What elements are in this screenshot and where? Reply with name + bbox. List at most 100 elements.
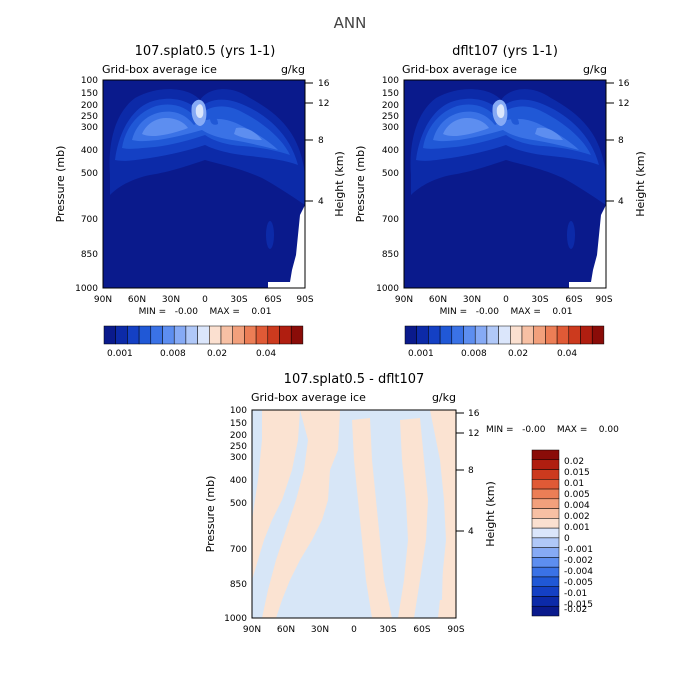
panel-2-y-tick: 300 xyxy=(382,123,399,133)
panel-1-colorbar-label: 0.001 xyxy=(107,349,133,359)
colorbar-swatch xyxy=(591,325,605,345)
colorbar-swatch xyxy=(521,325,534,345)
panel-2-subtitle: Grid-box average ice xyxy=(402,63,517,76)
panel-3-colorbar-label: -0.015 xyxy=(564,600,593,610)
panel-2-ylabel: Pressure (mb) xyxy=(354,146,367,223)
panel-3-ylabel: Pressure (mb) xyxy=(204,476,217,553)
panel-3-y-tick: 700 xyxy=(230,545,247,555)
panel-2-y-tick: 1000 xyxy=(376,284,399,294)
panel-3-right-ticks: 16 12 8 4 xyxy=(468,409,480,537)
panel-2-colorbar-label: 0.02 xyxy=(508,349,528,359)
colorbar-swatch xyxy=(531,449,560,461)
panel-1-y-tick: 400 xyxy=(81,146,98,156)
panel-3-units: g/kg xyxy=(432,391,456,404)
colorbar-swatch xyxy=(197,325,210,345)
panel-2-units: g/kg xyxy=(583,63,607,76)
panel-1-ylabel: Pressure (mb) xyxy=(54,146,67,223)
panel-1-y-tick: 1000 xyxy=(75,284,98,294)
colorbar-swatch xyxy=(404,325,417,345)
colorbar-swatch xyxy=(531,518,560,529)
panel-3-height-tick: 8 xyxy=(468,466,474,476)
panel-3-height-tick: 12 xyxy=(468,429,479,439)
panel-3-colorbar-label: 0.02 xyxy=(564,457,584,467)
panel-2-height-tick: 16 xyxy=(618,79,630,89)
panel-3-y-ticks: 100 150 200 250 300 400 500 700 850 1000 xyxy=(224,406,247,624)
panel-1-contour xyxy=(210,116,218,125)
colorbar-swatch xyxy=(545,325,558,345)
panel-3-contour xyxy=(252,410,300,580)
panel-3-title: 107.splat0.5 - dflt107 xyxy=(284,372,425,387)
colorbar-swatch xyxy=(474,325,488,345)
panel-3-colorbar-label: -0.01 xyxy=(564,589,587,599)
colorbar-swatch xyxy=(533,325,546,345)
colorbar-swatch xyxy=(439,325,453,345)
panel-2-y-tick: 500 xyxy=(382,169,399,179)
panel-1-right-tick-marks xyxy=(305,82,313,202)
panel-2-colorbar-label: 0.001 xyxy=(408,349,434,359)
panel-1-y-ticks: 100 150 200 250 300 400 500 700 850 1000 xyxy=(75,76,98,294)
panel-3-subtitle: Grid-box average ice xyxy=(251,391,366,404)
panel-2-y-tick: 200 xyxy=(382,101,399,111)
colorbar-swatch xyxy=(531,557,560,568)
colorbar-swatch xyxy=(255,325,269,345)
colorbar-swatch xyxy=(138,325,152,345)
panel-3: 107.splat0.5 - dflt107 Grid-box average … xyxy=(204,372,619,635)
panel-1-x-tick: 90S xyxy=(296,295,313,305)
panel-3-y-tick: 150 xyxy=(230,419,247,429)
colorbar-swatch xyxy=(162,325,175,345)
panel-2-x-tick: 0 xyxy=(503,295,509,305)
panel-1-subtitle: Grid-box average ice xyxy=(102,63,217,76)
panel-3-y-tick: 500 xyxy=(230,499,247,509)
colorbar-swatch xyxy=(510,325,523,345)
panel-3-colorbar-label: 0 xyxy=(564,534,570,544)
panel-1-ylabel-right: Height (km) xyxy=(333,151,346,217)
colorbar-swatch xyxy=(451,325,464,345)
colorbar-swatch xyxy=(279,325,292,345)
panel-3-contour xyxy=(398,418,428,618)
panel-2-title: dflt107 (yrs 1-1) xyxy=(452,44,558,59)
colorbar-swatch xyxy=(531,566,560,578)
colorbar-swatch xyxy=(531,596,560,607)
page-title: ANN xyxy=(334,14,367,32)
colorbar-swatch xyxy=(531,527,560,539)
colorbar-swatch xyxy=(232,325,245,345)
panel-2-y-ticks: 100 150 200 250 300 400 500 700 850 1000 xyxy=(376,76,399,294)
colorbar-swatch xyxy=(531,498,560,509)
panel-3-contour xyxy=(262,410,340,618)
panel-2-contour xyxy=(567,221,575,249)
panel-3-y-tick: 250 xyxy=(230,442,247,452)
panel-2-ylabel-right: Height (km) xyxy=(634,151,647,217)
panel-1-height-tick: 16 xyxy=(318,79,330,89)
panel-3-right-tick-marks xyxy=(456,412,464,532)
panel-2-x-ticks: 90N 60N 30N 0 30S 60S 90S xyxy=(395,295,613,305)
panel-3-colorbar xyxy=(531,449,560,617)
panel-1-frame xyxy=(102,79,306,289)
panel-3-colorbar-label: -0.02 xyxy=(564,605,587,615)
panel-3-frame xyxy=(251,409,457,619)
panel-1-x-tick: 30S xyxy=(230,295,247,305)
panel-3-x-tick: 90S xyxy=(447,625,464,635)
colorbar-swatch xyxy=(531,537,560,548)
panel-2-frame xyxy=(403,79,607,289)
panel-2-x-tick: 90N xyxy=(395,295,413,305)
panel-1-x-tick: 90N xyxy=(94,295,112,305)
colorbar-swatch xyxy=(531,547,560,558)
colorbar-swatch xyxy=(531,459,560,470)
colorbar-swatch xyxy=(531,488,560,500)
panel-2-right-ticks: 16 12 8 4 xyxy=(618,79,630,207)
panel-1-colorbar-label: 0.04 xyxy=(256,349,276,359)
colorbar-swatch xyxy=(103,325,116,345)
panel-1-stats: MIN = -0.00 MAX = 0.01 xyxy=(139,307,272,317)
panel-3-colorbar-label: 0.001 xyxy=(564,523,590,533)
panel-2-y-tick: 100 xyxy=(382,76,399,86)
panel-2-x-tick: 30S xyxy=(531,295,548,305)
panel-1-plot xyxy=(102,79,306,289)
colorbar-swatch xyxy=(556,325,570,345)
panel-1-colorbar-label: 0.02 xyxy=(207,349,227,359)
panel-1: 107.splat0.5 (yrs 1-1) Grid-box average … xyxy=(54,44,346,359)
panel-3-plot xyxy=(251,409,457,619)
panel-3-colorbar-labels: 0.02 0.015 0.01 0.005 0.004 0.002 0.001 … xyxy=(564,457,593,615)
panel-1-y-tick: 300 xyxy=(81,123,98,133)
panel-3-colorbar-label: 0.002 xyxy=(564,512,590,522)
